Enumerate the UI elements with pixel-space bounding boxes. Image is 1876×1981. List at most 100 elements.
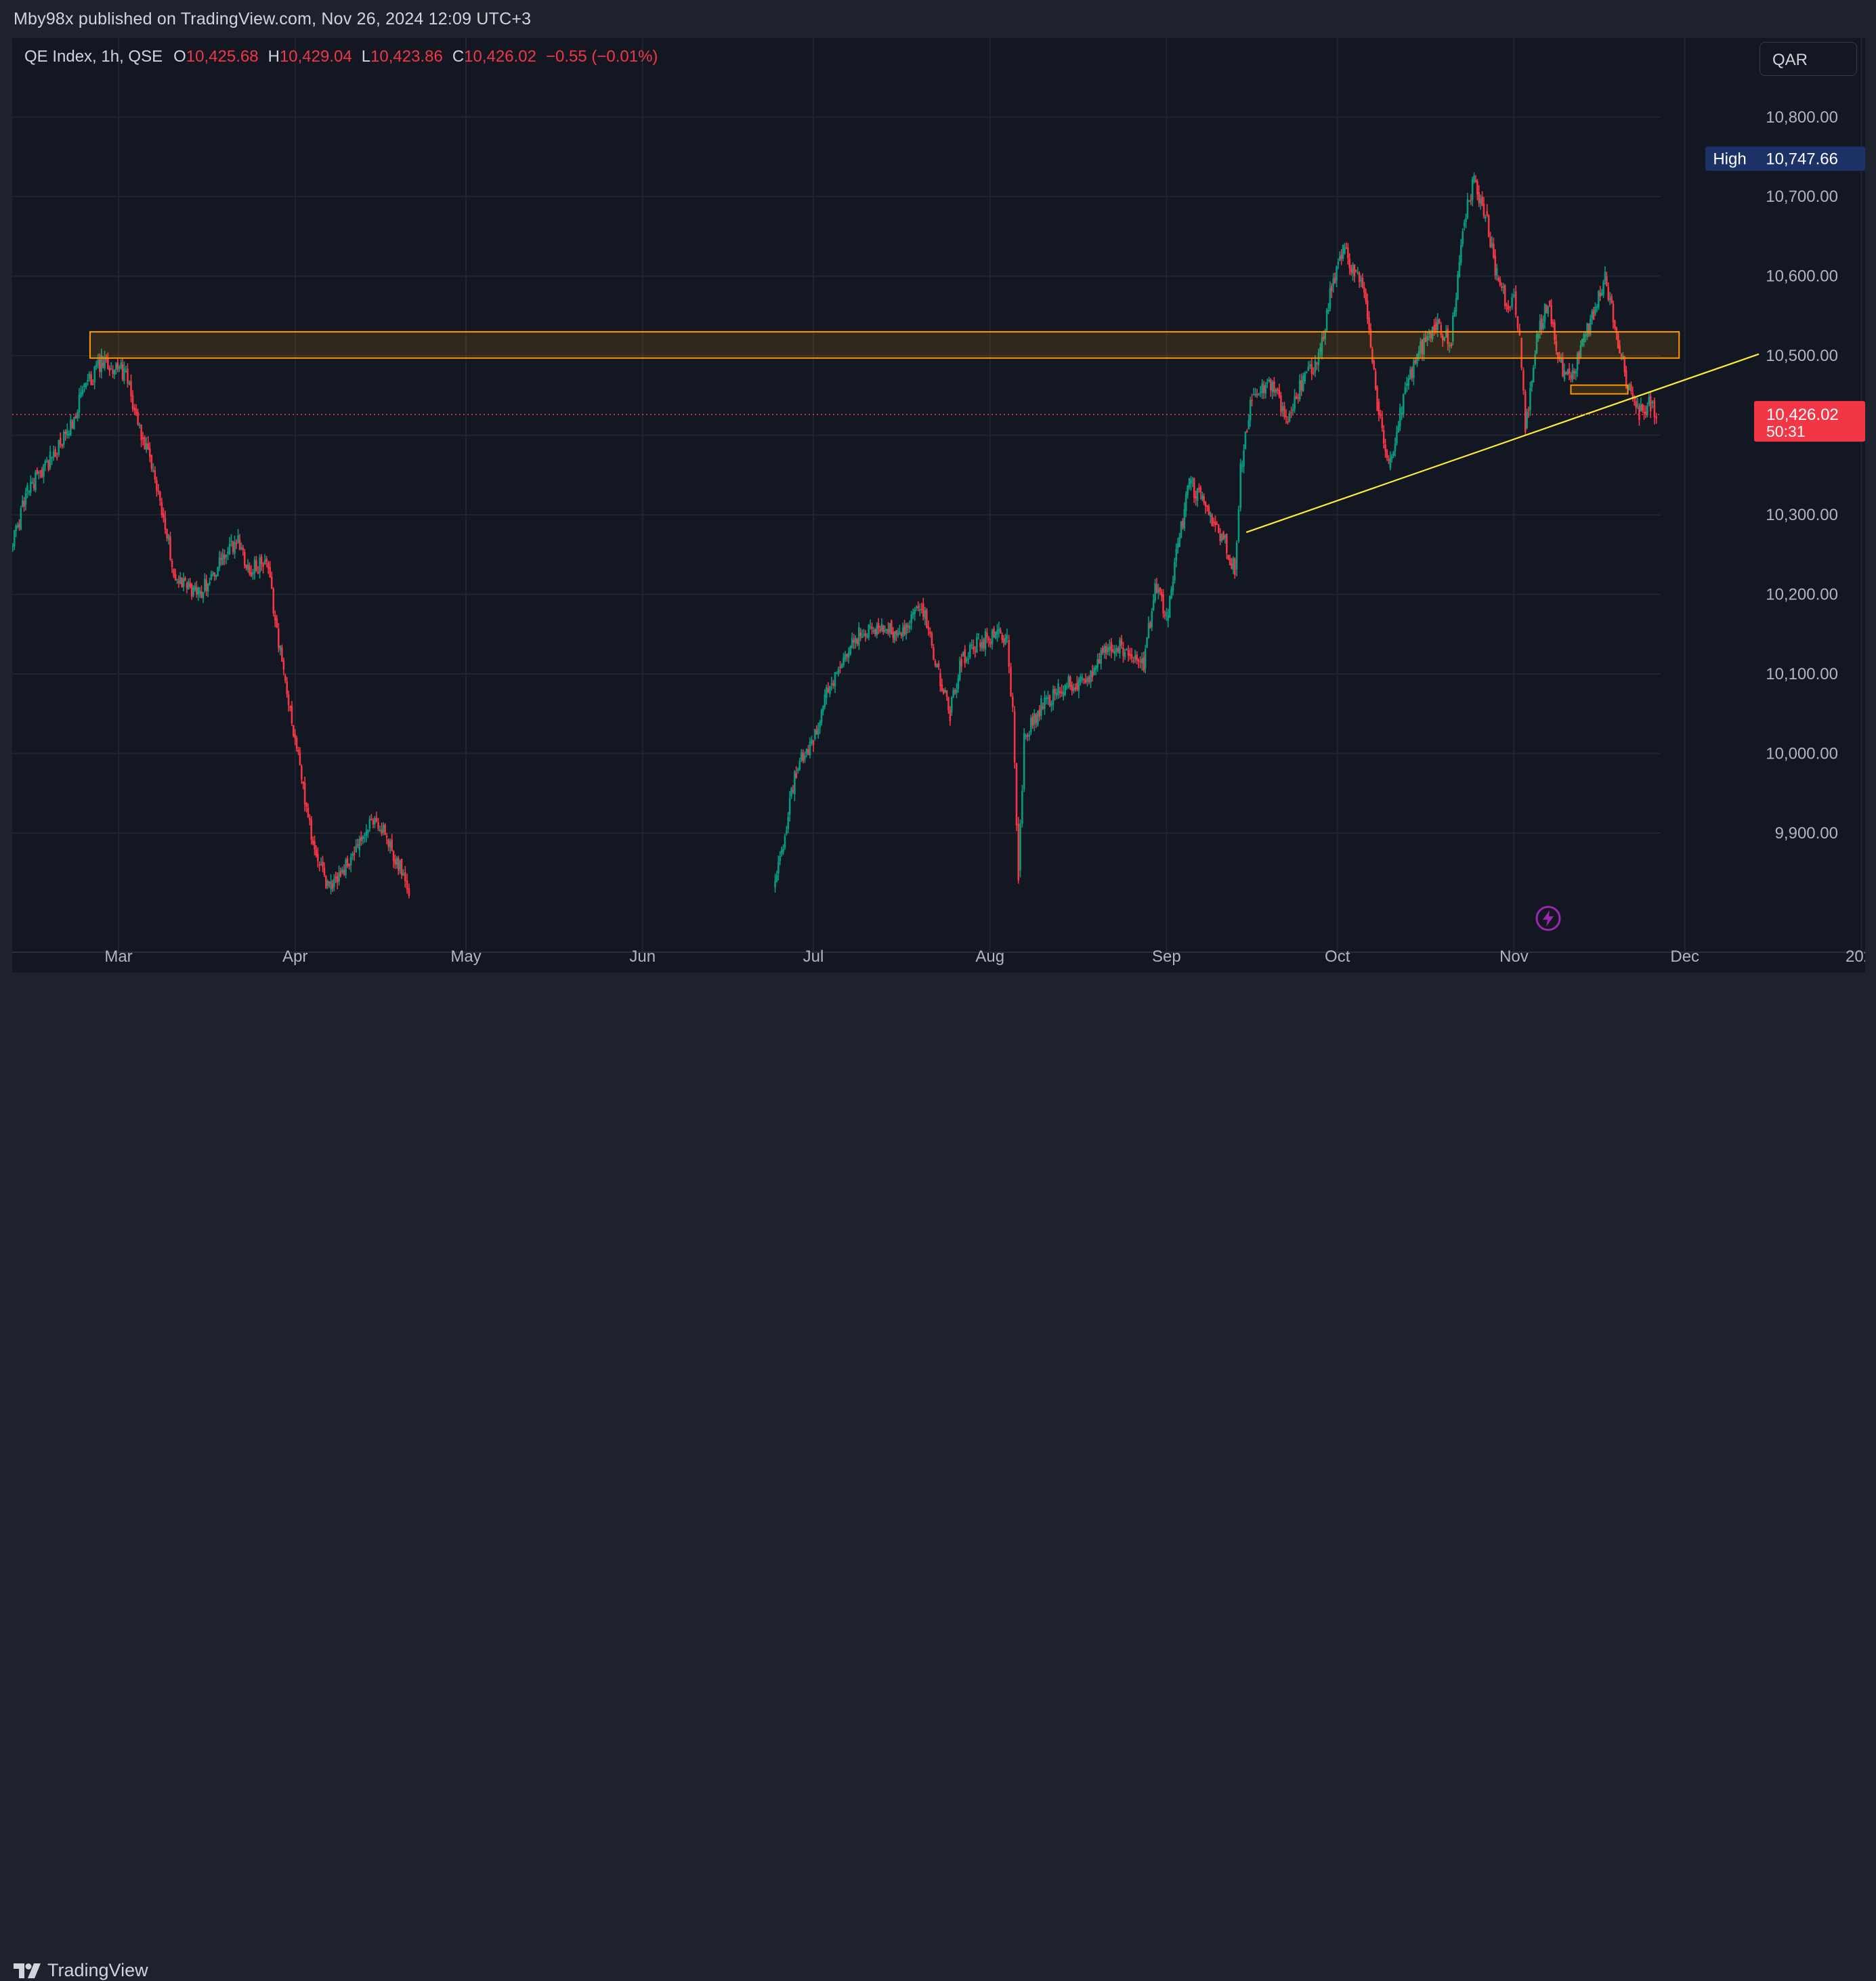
- candle-body: [1129, 654, 1131, 656]
- candle-body: [305, 803, 307, 807]
- candle-body: [1371, 349, 1373, 362]
- candle-body: [299, 752, 301, 765]
- chart-pane[interactable]: [12, 38, 1865, 973]
- candle-body: [399, 861, 401, 870]
- candle-body: [1143, 657, 1145, 670]
- candle-body: [939, 673, 941, 687]
- candle-body: [907, 625, 909, 628]
- candle-body: [1098, 659, 1101, 664]
- candle-body: [1571, 370, 1574, 380]
- candle-body: [346, 858, 349, 866]
- candle-body: [1234, 558, 1236, 576]
- candle-body: [1109, 646, 1111, 650]
- candle-body: [1499, 280, 1501, 286]
- candle-body: [1594, 307, 1596, 314]
- candle-body: [1220, 534, 1223, 541]
- candle-body: [1466, 199, 1469, 218]
- candle-body: [389, 841, 391, 848]
- candle-body: [1167, 615, 1170, 620]
- price-chart[interactable]: 9,900.00 10,000.00 10,100.00 10,200.00 10,30…: [12, 38, 1865, 973]
- candle-body: [1481, 196, 1483, 207]
- candle-body: [71, 421, 74, 428]
- candle-body: [1313, 372, 1315, 374]
- candle-body: [984, 631, 987, 650]
- candle-body: [188, 581, 190, 590]
- legend-symbol[interactable]: QE Index, 1h, QSE: [24, 47, 163, 66]
- candle-body: [1175, 549, 1178, 561]
- candle-body: [1600, 293, 1603, 296]
- candle-body: [1640, 404, 1642, 412]
- candle-body: [1103, 645, 1106, 653]
- candle-body: [1607, 286, 1610, 300]
- candle-body: [184, 578, 186, 581]
- candle-body: [1507, 305, 1510, 310]
- candle-body: [250, 572, 253, 577]
- tradingview-logo[interactable]: TradingView: [14, 1960, 148, 1981]
- candle-body: [950, 698, 953, 712]
- lightning-icon[interactable]: [1535, 905, 1562, 932]
- candle-body: [854, 637, 857, 643]
- candle-body: [1004, 638, 1006, 645]
- candle-body: [374, 817, 376, 825]
- candle-body: [1592, 310, 1595, 320]
- candle-body: [1420, 341, 1422, 354]
- candle-body: [830, 683, 833, 685]
- candle-body: [1643, 411, 1645, 413]
- candle-body: [276, 618, 278, 628]
- candle-body: [1038, 709, 1041, 717]
- candle-body: [1139, 661, 1142, 662]
- candle-body: [336, 876, 339, 882]
- candle-body: [52, 451, 55, 458]
- candle-body: [345, 859, 347, 876]
- candle-body: [121, 364, 124, 380]
- currency-button[interactable]: QAR: [1760, 42, 1857, 76]
- candle-body: [309, 818, 311, 821]
- candle-body: [235, 542, 238, 545]
- candle-body: [1096, 659, 1099, 668]
- candle-body: [1633, 398, 1636, 400]
- candle-body: [1450, 344, 1453, 347]
- candle-body: [1127, 649, 1130, 656]
- candle-body: [876, 625, 878, 636]
- candle-body: [1321, 337, 1323, 355]
- candle-body: [1132, 660, 1134, 662]
- candle-body: [1198, 488, 1200, 489]
- y-tick-label: 10,200.00: [1766, 586, 1838, 604]
- candle-body: [802, 752, 805, 762]
- candle-body: [377, 822, 379, 829]
- candle-body: [181, 578, 184, 588]
- candle-body: [77, 411, 79, 419]
- candle-body: [375, 818, 378, 822]
- candle-body: [338, 872, 340, 882]
- legend-close: 10,426.02: [464, 47, 536, 66]
- candle-body: [885, 629, 888, 631]
- candle-body: [1655, 416, 1657, 419]
- candle-body: [1520, 337, 1522, 368]
- candle-body: [1648, 396, 1650, 405]
- x-tick-label: 202!: [1846, 947, 1865, 966]
- candle-body: [1479, 198, 1482, 204]
- candle-body: [1502, 286, 1505, 288]
- candle-body: [1057, 683, 1059, 695]
- candle-body: [820, 710, 823, 723]
- y-tick-label: 10,700.00: [1766, 188, 1838, 206]
- y-axis-labels: 9,900.00 10,000.00 10,100.00 10,200.00 10,30…: [1766, 108, 1838, 843]
- candle-body: [339, 871, 342, 876]
- candle-body: [1527, 410, 1530, 411]
- candle-body: [1428, 331, 1430, 335]
- candle-body: [782, 849, 784, 853]
- candle-body: [1259, 391, 1262, 393]
- candle-body: [1524, 391, 1527, 433]
- candle-body: [1017, 824, 1020, 881]
- candle-body: [1117, 648, 1120, 652]
- candle-body: [230, 540, 232, 542]
- candle-body: [1470, 200, 1472, 201]
- candle-body: [310, 819, 313, 840]
- candle-body: [1539, 320, 1541, 333]
- candle-body: [59, 438, 62, 445]
- candle-body: [1495, 268, 1498, 276]
- candle-body: [166, 528, 168, 538]
- candle-body: [29, 482, 32, 493]
- candle-body: [1285, 416, 1287, 418]
- candle-body: [365, 831, 368, 836]
